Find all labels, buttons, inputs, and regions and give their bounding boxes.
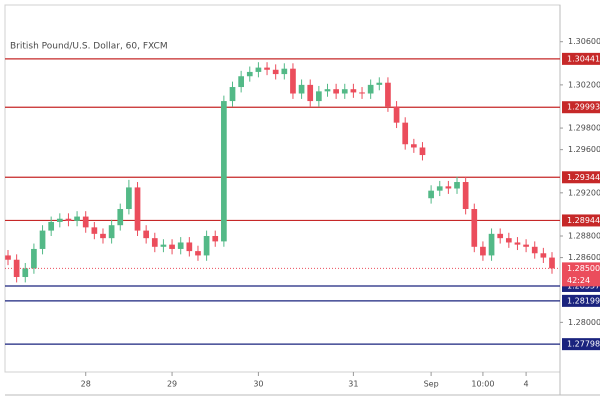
current-price-label: 1.28500: [567, 264, 600, 273]
candle-body: [419, 147, 426, 156]
candle-body: [229, 87, 236, 102]
level-label: 1.27798: [567, 340, 600, 349]
candle-body: [488, 233, 495, 256]
chart-title: British Pound/U.S. Dollar, 60, FXCM: [10, 42, 168, 52]
candle-body: [212, 235, 219, 242]
candle-body: [410, 144, 417, 148]
level-tag: [562, 52, 600, 65]
candle-body: [74, 216, 80, 221]
candle-body: [48, 221, 55, 231]
x-tick-label: 10:00: [471, 380, 494, 389]
candle-body: [324, 89, 331, 92]
candle-body: [462, 182, 469, 210]
level-label: 1.28199: [567, 296, 600, 305]
level-tag: [562, 214, 600, 227]
countdown: 42:24: [567, 276, 590, 285]
candle-body: [255, 67, 262, 72]
candle-body: [126, 187, 132, 210]
candle-body: [151, 238, 158, 247]
candle-body: [514, 242, 521, 245]
candle-body: [117, 209, 124, 226]
y-tick-label: 1.29200: [568, 188, 600, 197]
y-tick-label: 1.29800: [568, 124, 600, 133]
candle-body: [281, 68, 288, 75]
candle-body: [471, 209, 478, 247]
candle-body: [100, 233, 106, 239]
level-tag: [562, 101, 600, 114]
candle-body: [169, 244, 175, 249]
y-tick-label: 1.29600: [568, 145, 600, 154]
level-tag: [562, 294, 600, 307]
candle-body: [195, 251, 201, 256]
candle-body: [108, 225, 115, 239]
candle-body: [540, 253, 547, 258]
level-label: 1.29344: [567, 173, 600, 182]
candle-body: [480, 246, 486, 256]
candle-body: [264, 67, 270, 70]
candle-body: [13, 259, 20, 278]
candle-body: [39, 230, 46, 249]
candle-body: [333, 89, 339, 94]
level-label: 1.30441: [567, 54, 600, 63]
level-tag: [562, 338, 600, 351]
x-tick-label: 28: [81, 380, 91, 389]
candle-body: [445, 186, 452, 189]
candle-body: [91, 227, 98, 234]
candle-body: [290, 68, 296, 94]
candle-body: [376, 82, 383, 85]
candle-body: [385, 82, 391, 107]
x-tick-label: 29: [167, 380, 177, 389]
candle-body: [436, 186, 443, 191]
level-label: 1.28944: [567, 216, 600, 225]
candle-body: [523, 244, 529, 247]
y-tick-label: 1.30200: [568, 80, 600, 89]
x-tick-label: 4: [524, 380, 529, 389]
candle-body: [549, 257, 555, 269]
y-tick-label: 1.28000: [568, 318, 600, 327]
candle-body: [56, 218, 63, 222]
candle-body: [505, 238, 512, 243]
candle-body: [177, 242, 184, 249]
candle-body: [359, 92, 365, 94]
candle-body: [5, 255, 11, 260]
candle-body: [31, 248, 37, 269]
candle-body: [65, 218, 72, 221]
candle-body: [307, 84, 314, 102]
x-tick-label: 31: [348, 380, 358, 389]
candle-body: [531, 246, 538, 254]
candle-body: [454, 182, 460, 189]
candle-body: [82, 216, 89, 228]
candle-body: [143, 230, 150, 239]
y-tick-label: 1.28800: [568, 231, 600, 240]
candle-body: [160, 244, 167, 247]
level-tag: [562, 171, 600, 184]
candle-body: [298, 84, 305, 94]
level-label: 1.29993: [567, 103, 600, 112]
candle-body: [316, 91, 322, 102]
candle-body: [272, 69, 279, 75]
candle-body: [238, 76, 244, 88]
candle-body: [203, 235, 210, 256]
candle-body: [367, 84, 374, 94]
current-price-tag: [562, 262, 600, 287]
candle-body: [402, 122, 409, 145]
candle-body: [221, 101, 227, 242]
x-tick-label: 30: [253, 380, 263, 389]
x-tick-label: Sep: [424, 380, 439, 389]
candle-body: [22, 268, 29, 278]
y-tick-label: 1.30600: [568, 37, 600, 46]
candle-body: [393, 106, 400, 123]
y-tick-label: 1.28600: [568, 253, 600, 262]
candle-body: [186, 242, 193, 252]
candle-body: [341, 89, 348, 94]
candle-body: [246, 71, 253, 77]
candle-body: [497, 233, 504, 239]
candle-body: [350, 89, 357, 93]
candle-body: [134, 187, 141, 231]
candle-body: [428, 190, 434, 199]
